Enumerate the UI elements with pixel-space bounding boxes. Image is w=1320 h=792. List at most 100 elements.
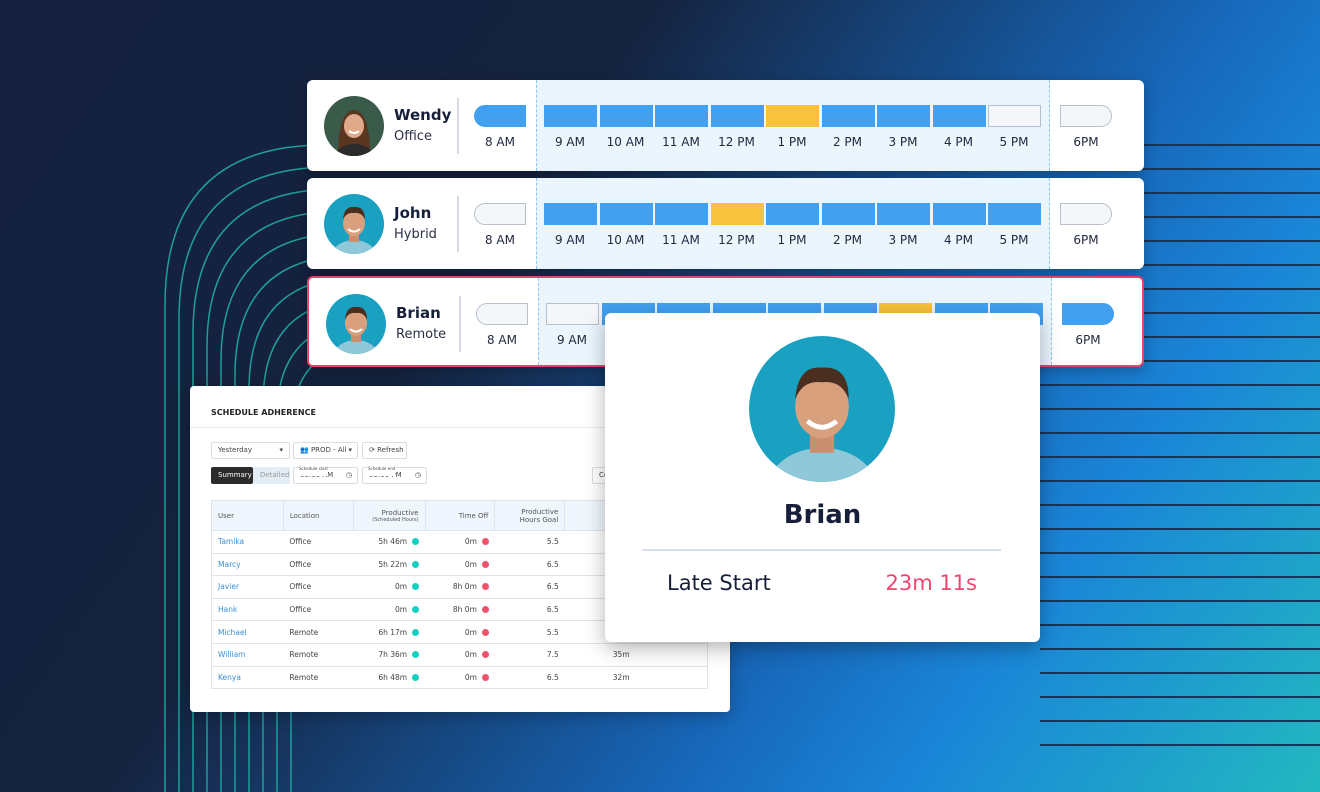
table-row[interactable]: Kenya Remote 6h 48m 0m 6.5 32m bbox=[211, 665, 708, 689]
status-dot-icon bbox=[412, 628, 420, 636]
status-dot-icon bbox=[412, 583, 420, 591]
background-line bbox=[178, 166, 340, 792]
late-cell: 35m bbox=[564, 642, 708, 667]
hour-label: 6PM bbox=[1075, 333, 1101, 347]
user-link[interactable]: Kenya bbox=[211, 665, 284, 689]
woman-avatar bbox=[324, 96, 384, 156]
goal-cell: 6.5 bbox=[494, 597, 565, 621]
slot-empty[interactable] bbox=[1060, 105, 1112, 127]
refresh-button[interactable]: ⟳ Refresh bbox=[362, 442, 407, 459]
user-link[interactable]: Tamika bbox=[211, 530, 284, 554]
schedule-adherence-panel: SCHEDULE ADHERENCE Yesterday ▾ 👥 PROD - A… bbox=[190, 386, 730, 712]
user-link[interactable]: Marcy bbox=[211, 552, 284, 576]
slot-scheduled[interactable] bbox=[932, 203, 986, 225]
slot-scheduled[interactable] bbox=[474, 105, 526, 127]
slot-scheduled[interactable] bbox=[821, 105, 875, 127]
user-link[interactable]: William bbox=[211, 642, 284, 667]
goal-cell: 6.5 bbox=[494, 575, 565, 599]
location-cell: Office bbox=[283, 597, 354, 621]
slot-scheduled[interactable] bbox=[544, 203, 597, 225]
date-select[interactable]: Yesterday ▾ bbox=[211, 442, 290, 459]
time-off-cell: 0m bbox=[425, 530, 495, 554]
tab-summary[interactable]: Summary bbox=[211, 467, 253, 484]
slot-scheduled[interactable] bbox=[988, 203, 1041, 225]
productive-cell: 7h 36m bbox=[353, 642, 426, 667]
hour-label: 8 AM bbox=[486, 333, 517, 347]
employee-location: Remote bbox=[396, 327, 447, 342]
slot-scheduled[interactable] bbox=[821, 203, 875, 225]
user-link[interactable]: Hank bbox=[211, 597, 284, 621]
slot-empty[interactable] bbox=[1060, 203, 1112, 225]
employee-row-wendy[interactable]: Wendy Office 8 AM 9 AM 10 AM 11 AM 12 PM… bbox=[307, 80, 1144, 171]
slot-empty[interactable] bbox=[546, 303, 599, 325]
team-select[interactable]: 👥 PROD - All ▾ bbox=[293, 442, 358, 459]
table-row[interactable]: William Remote 7h 36m 0m 7.5 35m bbox=[211, 642, 708, 667]
slot-scheduled[interactable] bbox=[655, 105, 708, 127]
hour-label: 11 AM bbox=[662, 135, 700, 149]
status-dot-icon bbox=[412, 673, 420, 681]
slot-scheduled[interactable] bbox=[599, 105, 653, 127]
column-header[interactable]: Location bbox=[283, 500, 354, 531]
man-avatar bbox=[326, 294, 386, 354]
column-header[interactable]: Productive Hours Goal bbox=[494, 500, 566, 531]
goal-cell: 6.5 bbox=[494, 665, 565, 689]
schedule-end-input[interactable]: Schedule end05:00 PM◷ bbox=[362, 461, 427, 484]
status-dot-icon bbox=[412, 538, 420, 546]
slot-scheduled[interactable] bbox=[932, 105, 986, 127]
hour-label: 3 PM bbox=[888, 135, 918, 149]
tab-detailed[interactable]: Detailed bbox=[253, 467, 290, 484]
employee-name: Brian bbox=[396, 304, 441, 322]
slot-empty[interactable] bbox=[476, 303, 528, 325]
man-avatar bbox=[324, 194, 384, 254]
goal-cell: 5.5 bbox=[494, 530, 565, 554]
hour-label: 11 AM bbox=[662, 233, 700, 247]
schedule-start-input[interactable]: Schedule start09:00 AM◷ bbox=[293, 461, 358, 484]
background-line bbox=[164, 144, 340, 792]
hour-label: 3 PM bbox=[888, 233, 918, 247]
slot-break[interactable] bbox=[766, 105, 819, 127]
slot-scheduled[interactable] bbox=[766, 203, 819, 225]
hour-label: 10 AM bbox=[606, 233, 645, 247]
productive-cell: 0m bbox=[353, 575, 426, 599]
status-dot-icon bbox=[481, 538, 489, 546]
profile-name: Brian bbox=[783, 500, 862, 530]
status-dot-icon bbox=[481, 628, 489, 636]
hour-label: 10 AM bbox=[606, 135, 645, 149]
time-off-cell: 8h 0m bbox=[425, 575, 495, 599]
slot-scheduled[interactable] bbox=[544, 105, 597, 127]
slot-scheduled[interactable] bbox=[599, 203, 653, 225]
panel-title: SCHEDULE ADHERENCE bbox=[211, 408, 316, 417]
location-cell: Office bbox=[283, 530, 354, 554]
location-cell: Office bbox=[283, 575, 354, 599]
hour-label: 8 AM bbox=[484, 135, 515, 149]
productive-cell: 5h 22m bbox=[353, 552, 426, 576]
table-row[interactable]: Tamika Office 5h 46m 0m 5.5 bbox=[211, 530, 708, 554]
slot-empty[interactable] bbox=[474, 203, 526, 225]
slot-scheduled[interactable] bbox=[1062, 303, 1114, 325]
user-link[interactable]: Michael bbox=[211, 620, 284, 644]
employee-location: Hybrid bbox=[394, 227, 437, 242]
employee-name: Wendy bbox=[394, 106, 452, 124]
time-off-cell: 0m bbox=[425, 642, 495, 667]
hour-label: 9 AM bbox=[554, 233, 585, 247]
column-header[interactable]: Productive (Scheduled Hours) bbox=[353, 500, 426, 531]
slot-break[interactable] bbox=[710, 203, 764, 225]
status-dot-icon bbox=[412, 606, 420, 614]
brian-avatar bbox=[749, 336, 895, 482]
slot-empty[interactable] bbox=[988, 105, 1041, 127]
column-header[interactable]: Time Off bbox=[425, 500, 496, 531]
employee-row-john[interactable]: John Hybrid 8 AM 9 AM 10 AM 11 AM 12 PM … bbox=[307, 178, 1144, 269]
status-dot-icon bbox=[412, 560, 420, 568]
time-off-cell: 0m bbox=[425, 620, 495, 644]
column-header[interactable]: User bbox=[211, 500, 284, 531]
user-link[interactable]: Javier bbox=[211, 575, 284, 599]
goal-cell: 5.5 bbox=[494, 620, 565, 644]
status-dot-icon bbox=[412, 651, 420, 659]
hour-label: 6PM bbox=[1073, 233, 1099, 247]
slot-scheduled[interactable] bbox=[877, 203, 930, 225]
slot-scheduled[interactable] bbox=[877, 105, 930, 127]
slot-scheduled[interactable] bbox=[655, 203, 708, 225]
employee-name: John bbox=[394, 204, 432, 222]
slot-scheduled[interactable] bbox=[710, 105, 764, 127]
productive-cell: 5h 46m bbox=[353, 530, 426, 554]
